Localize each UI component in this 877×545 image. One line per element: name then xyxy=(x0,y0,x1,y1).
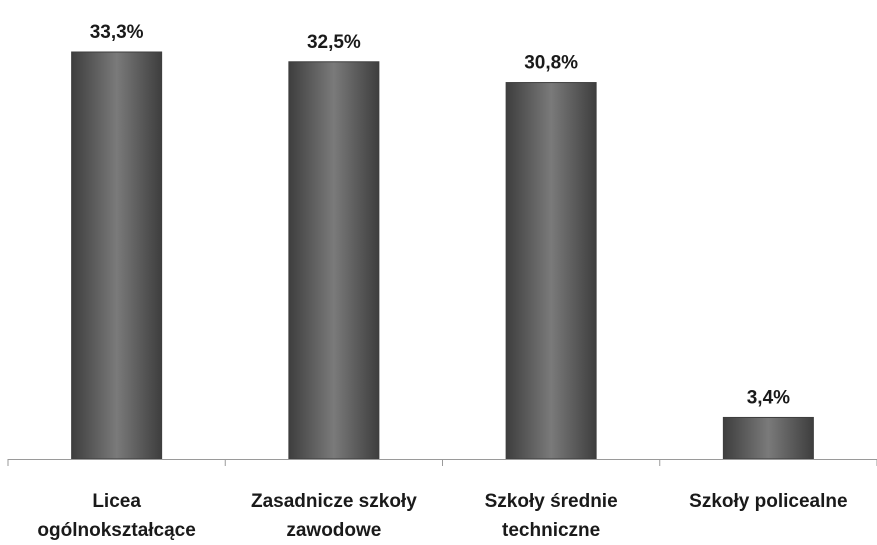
category-label-line: techniczne xyxy=(502,520,600,541)
category-label-1: Zasadnicze szkoły zawodowe xyxy=(251,491,417,541)
x-axis xyxy=(7,459,877,466)
category-label-line: Szkoły średnie xyxy=(485,491,618,512)
category-label-line: zawodowe xyxy=(286,520,381,541)
category-label-3: Szkoły policealne xyxy=(689,491,847,512)
data-label-0: 33,3% xyxy=(90,22,144,43)
category-labels-group: Licea ogólnokształcące Zasadnicze szkoły za… xyxy=(37,491,847,541)
data-label-3: 3,4% xyxy=(747,387,790,408)
bars-group xyxy=(71,51,814,460)
data-label-1: 32,5% xyxy=(307,32,361,53)
category-label-line: Szkoły policealne xyxy=(689,491,847,512)
bar-2 xyxy=(505,82,597,460)
bar-3 xyxy=(722,416,814,460)
value-labels-group: 33,3% 32,5% 30,8% 3,4% xyxy=(90,22,790,408)
bar-1 xyxy=(288,61,380,460)
data-label-2: 30,8% xyxy=(524,53,578,74)
category-label-line: Licea xyxy=(92,491,141,512)
category-label-line: ogólnokształcące xyxy=(37,520,195,541)
category-label-line: Zasadnicze szkoły xyxy=(251,491,417,512)
category-label-2: Szkoły średnie techniczne xyxy=(485,491,618,541)
category-label-0: Licea ogólnokształcące xyxy=(37,491,195,541)
bar-0 xyxy=(71,51,163,460)
